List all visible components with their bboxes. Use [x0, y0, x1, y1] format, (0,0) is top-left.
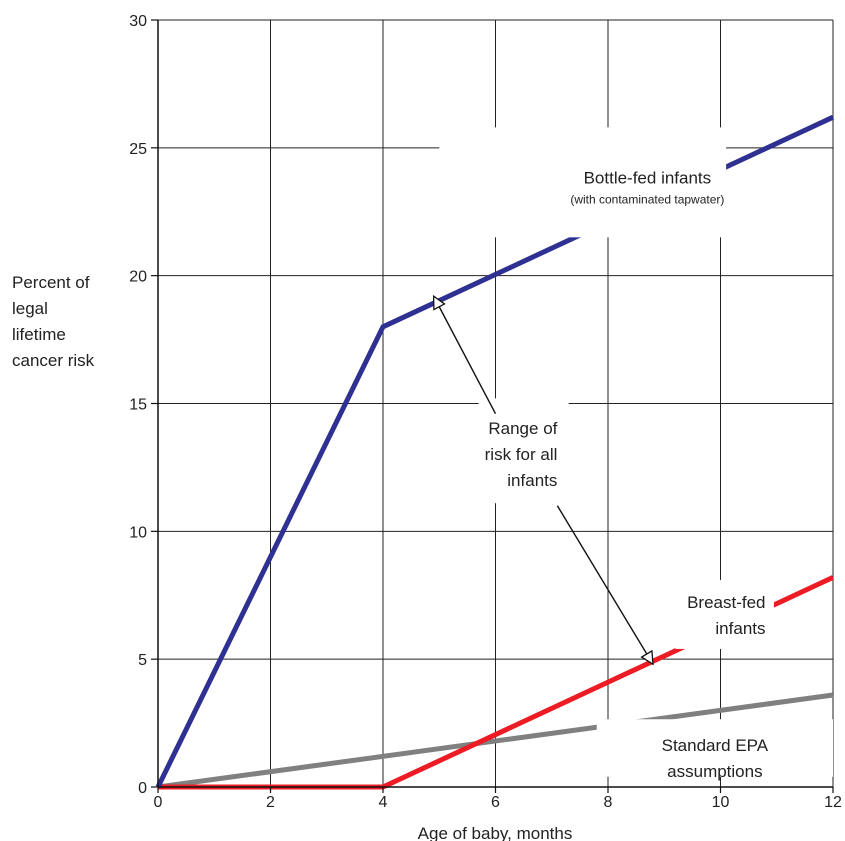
annotation-arrow-range-1: [556, 505, 653, 665]
y-tick-label-4: 20: [129, 269, 147, 286]
annotation-backgrounds: [439, 127, 833, 777]
annotation-range-line-0: Range of: [488, 419, 557, 438]
plot-frame: [151, 19, 834, 793]
x-axis-title: Age of baby, months: [418, 824, 573, 841]
annotation-range-line-2: infants: [507, 471, 557, 490]
y-tick-label-2: 10: [129, 524, 147, 541]
y-axis-title-line-1: legal: [12, 299, 48, 318]
y-axis-title-line-2: lifetime: [12, 325, 66, 344]
annotation-bg-range: [478, 398, 569, 504]
y-tick-label-3: 15: [129, 397, 147, 414]
x-tick-label-0: 0: [154, 794, 163, 811]
x-tick-label-4: 8: [604, 794, 613, 811]
series-line-2: [157, 692, 834, 790]
axis-titles: Age of baby, months Percent of legal lifeti…: [12, 273, 572, 841]
annotations: Bottle-fed infants (with contaminated tap…: [485, 169, 769, 782]
annotation-bottle-line-0: Bottle-fed infants: [584, 169, 712, 188]
x-tick-label-3: 6: [491, 794, 500, 811]
x-tick-label-6: 12: [824, 794, 842, 811]
annotation-bottle-subtitle: (with contaminated tapwater): [570, 193, 724, 207]
x-tick-label-1: 2: [266, 794, 275, 811]
y-axis-title-line-3: cancer risk: [12, 351, 95, 370]
x-tick-label-2: 4: [379, 794, 388, 811]
y-tick-label-0: 0: [138, 780, 147, 797]
annotation-breast-line-0: Breast-fed: [687, 593, 765, 612]
annotation-arrows: [434, 296, 653, 664]
annotation-arrow-range-0: [434, 296, 497, 415]
y-tick-label-6: 30: [129, 13, 147, 30]
annotation-range-line-1: risk for all: [485, 445, 558, 464]
y-axis-title-line-0: Percent of: [12, 273, 90, 292]
annotation-epa-line-0: Standard EPA: [662, 736, 769, 755]
y-tick-label-1: 5: [138, 652, 147, 669]
tick-labels: 0 5 10 15 20 25 30 0 2 4 6 8 10 12: [129, 13, 842, 811]
y-tick-label-5: 25: [129, 141, 147, 158]
annotation-breast-line-1: infants: [715, 619, 765, 638]
x-tick-label-5: 10: [712, 794, 730, 811]
annotation-bg-bottle: [439, 127, 727, 238]
annotation-bg-epa: [596, 719, 833, 777]
annotation-epa-line-1: assumptions: [667, 762, 762, 781]
annotation-bg-breast: [675, 579, 774, 649]
